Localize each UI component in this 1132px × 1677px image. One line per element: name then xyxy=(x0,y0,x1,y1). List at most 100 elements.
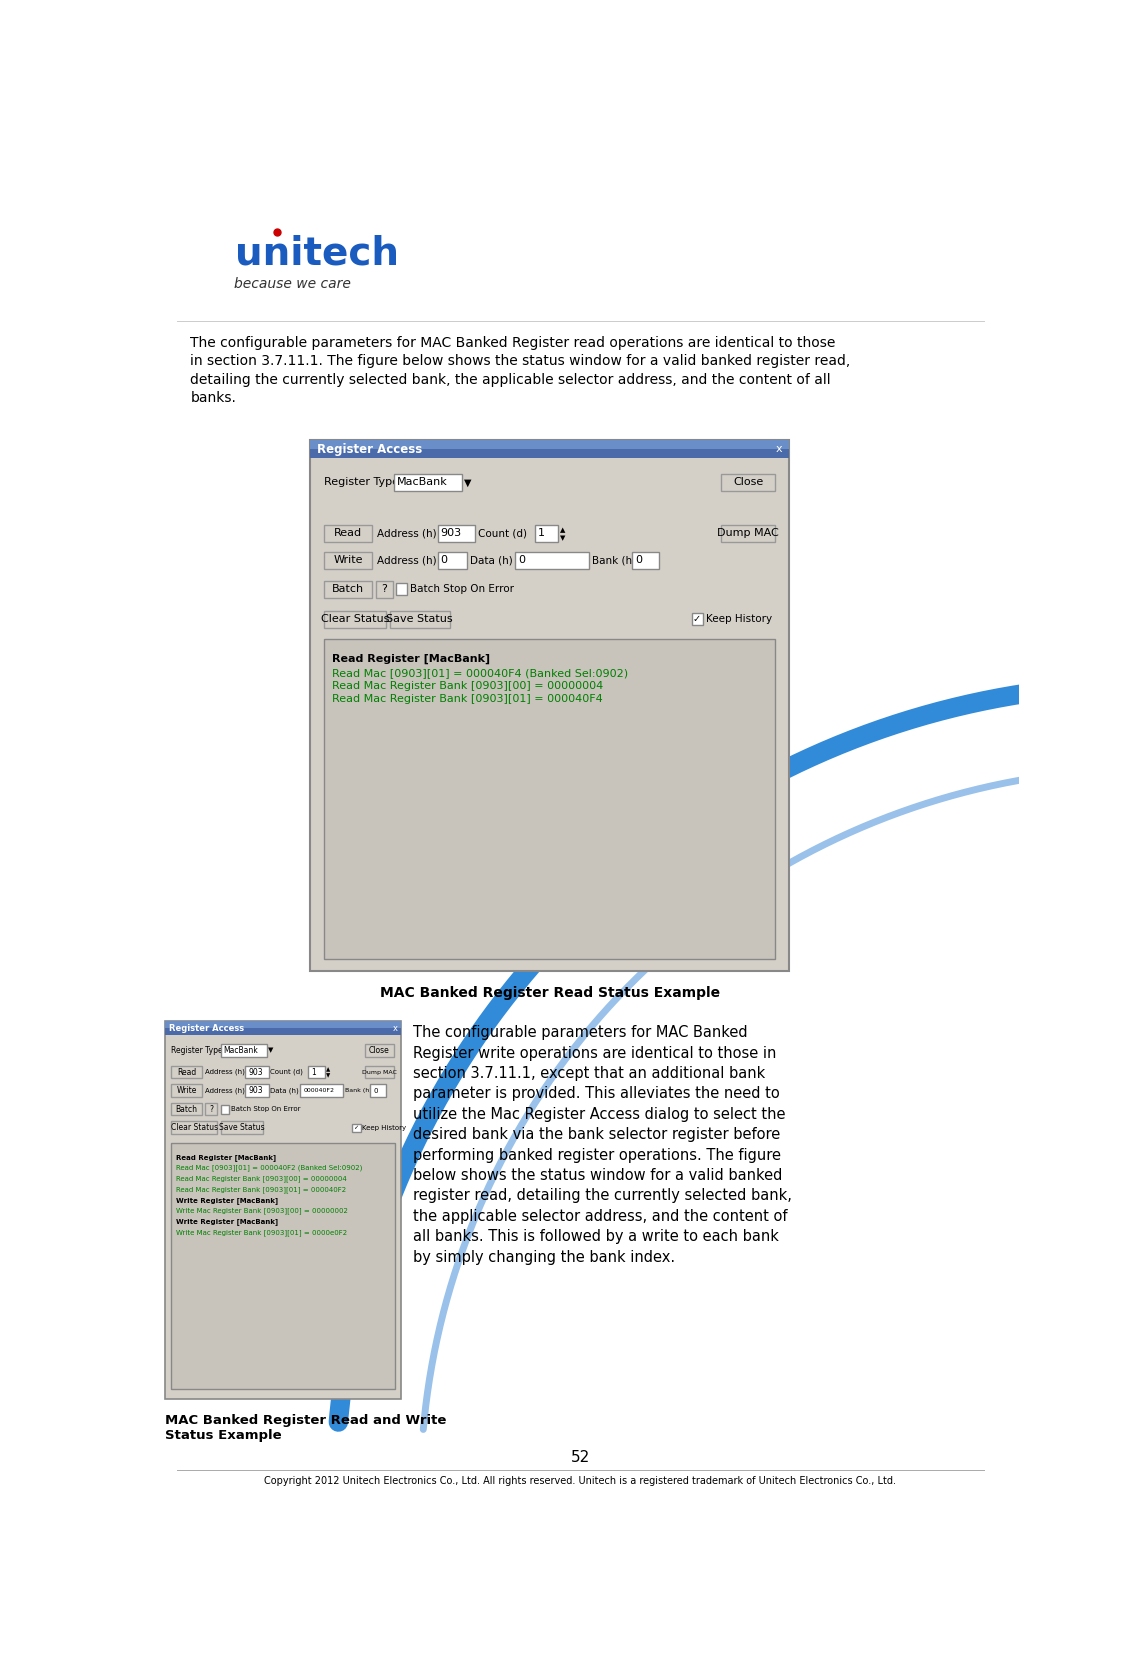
Text: Register Access: Register Access xyxy=(317,443,422,456)
Text: Read Mac Register Bank [0903][00] = 00000004: Read Mac Register Bank [0903][00] = 0000… xyxy=(175,1176,346,1182)
Text: Address (h): Address (h) xyxy=(377,555,437,565)
Text: Read Register [MacBank]: Read Register [MacBank] xyxy=(175,1154,276,1160)
FancyBboxPatch shape xyxy=(438,552,468,569)
Text: Read Register [MacBank]: Read Register [MacBank] xyxy=(332,654,490,664)
FancyBboxPatch shape xyxy=(370,1085,386,1097)
Text: Register Type: Register Type xyxy=(325,476,400,486)
Text: Save Status: Save Status xyxy=(220,1124,265,1132)
FancyBboxPatch shape xyxy=(221,1045,267,1057)
Text: Batch Stop On Error: Batch Stop On Error xyxy=(410,584,514,594)
Text: Address (h): Address (h) xyxy=(205,1087,245,1093)
Text: Status Example: Status Example xyxy=(165,1429,282,1442)
Text: ?: ? xyxy=(209,1105,213,1114)
FancyBboxPatch shape xyxy=(171,1122,217,1134)
Text: 903: 903 xyxy=(440,528,462,538)
Text: Bank (h): Bank (h) xyxy=(592,555,636,565)
Text: Register Access: Register Access xyxy=(170,1023,245,1033)
Text: 903: 903 xyxy=(248,1087,263,1095)
FancyBboxPatch shape xyxy=(376,580,393,597)
Text: Clear Status: Clear Status xyxy=(171,1124,217,1132)
FancyBboxPatch shape xyxy=(221,1122,263,1134)
FancyBboxPatch shape xyxy=(692,614,703,626)
Text: Batch: Batch xyxy=(175,1105,197,1114)
Text: MacBank: MacBank xyxy=(224,1046,258,1055)
Text: Read Mac [0903][01] = 000040F2 (Banked Sel:0902): Read Mac [0903][01] = 000040F2 (Banked S… xyxy=(175,1164,362,1171)
Text: Write: Write xyxy=(334,555,363,565)
Text: ▼: ▼ xyxy=(464,478,471,488)
FancyBboxPatch shape xyxy=(438,525,474,542)
Text: Save Status: Save Status xyxy=(386,614,453,624)
Text: MAC Banked Register Read Status Example: MAC Banked Register Read Status Example xyxy=(380,986,720,999)
Text: ▼: ▼ xyxy=(560,535,565,540)
Text: because we care: because we care xyxy=(234,277,351,292)
Text: The configurable parameters for MAC Banked Register read operations are identica: The configurable parameters for MAC Bank… xyxy=(190,335,850,406)
Text: 0: 0 xyxy=(518,555,525,565)
FancyBboxPatch shape xyxy=(246,1085,268,1097)
Text: Read Mac [0903][01] = 000040F4 (Banked Sel:0902): Read Mac [0903][01] = 000040F4 (Banked S… xyxy=(332,667,628,678)
FancyBboxPatch shape xyxy=(365,1067,394,1078)
FancyBboxPatch shape xyxy=(171,1085,201,1097)
FancyBboxPatch shape xyxy=(221,1105,229,1114)
Text: Write Register [MacBank]: Write Register [MacBank] xyxy=(175,1219,277,1226)
Text: Batch: Batch xyxy=(333,584,365,594)
FancyBboxPatch shape xyxy=(325,525,372,542)
Text: 52: 52 xyxy=(571,1451,590,1466)
Text: 0: 0 xyxy=(440,555,447,565)
Text: 0: 0 xyxy=(374,1088,378,1093)
FancyBboxPatch shape xyxy=(310,439,789,458)
Text: Data (h): Data (h) xyxy=(271,1087,299,1093)
FancyBboxPatch shape xyxy=(308,1067,325,1078)
FancyBboxPatch shape xyxy=(165,1021,401,1035)
Text: Dump MAC: Dump MAC xyxy=(718,528,779,538)
Text: Read: Read xyxy=(177,1068,196,1077)
Text: Read Mac Register Bank [0903][01] = 000040F2: Read Mac Register Bank [0903][01] = 0000… xyxy=(175,1186,345,1192)
FancyBboxPatch shape xyxy=(310,439,789,449)
Text: Keep History: Keep History xyxy=(705,614,772,624)
FancyBboxPatch shape xyxy=(205,1103,217,1115)
Text: x: x xyxy=(393,1023,397,1033)
Text: Address (h): Address (h) xyxy=(377,528,437,538)
Text: Count (d): Count (d) xyxy=(271,1068,303,1075)
Text: Bank (h): Bank (h) xyxy=(345,1088,372,1093)
FancyBboxPatch shape xyxy=(165,1021,401,1399)
Text: Write Mac Register Bank [0903][00] = 00000002: Write Mac Register Bank [0903][00] = 000… xyxy=(175,1207,348,1214)
Text: ▲: ▲ xyxy=(560,527,565,533)
Text: Write: Write xyxy=(177,1087,197,1095)
Text: Write Register [MacBank]: Write Register [MacBank] xyxy=(175,1197,277,1204)
FancyBboxPatch shape xyxy=(535,525,558,542)
FancyBboxPatch shape xyxy=(171,1103,201,1115)
Text: ▼: ▼ xyxy=(326,1073,331,1078)
FancyBboxPatch shape xyxy=(632,552,659,569)
Text: Close: Close xyxy=(369,1046,389,1055)
Text: Read: Read xyxy=(334,528,362,538)
Text: Register Type: Register Type xyxy=(171,1046,223,1055)
FancyBboxPatch shape xyxy=(325,580,372,597)
FancyBboxPatch shape xyxy=(325,610,386,627)
FancyBboxPatch shape xyxy=(300,1085,343,1097)
Text: 1: 1 xyxy=(539,528,546,538)
Text: Data (h): Data (h) xyxy=(470,555,513,565)
FancyBboxPatch shape xyxy=(310,439,789,971)
FancyBboxPatch shape xyxy=(325,552,372,569)
FancyBboxPatch shape xyxy=(396,584,408,595)
FancyBboxPatch shape xyxy=(721,525,775,542)
Text: 0: 0 xyxy=(635,555,642,565)
FancyBboxPatch shape xyxy=(165,1021,401,1028)
Text: ?: ? xyxy=(381,584,387,594)
Text: 903: 903 xyxy=(248,1068,263,1077)
Text: 1: 1 xyxy=(311,1068,316,1077)
Text: Clear Status: Clear Status xyxy=(321,614,389,624)
Text: The configurable parameters for MAC Banked
Register write operations are identic: The configurable parameters for MAC Bank… xyxy=(413,1025,791,1264)
Text: ▲: ▲ xyxy=(326,1067,331,1072)
FancyBboxPatch shape xyxy=(171,1144,395,1389)
Text: ▼: ▼ xyxy=(268,1048,273,1053)
FancyBboxPatch shape xyxy=(246,1067,268,1078)
Text: Dump MAC: Dump MAC xyxy=(362,1070,397,1075)
Text: Read Mac Register Bank [0903][00] = 00000004: Read Mac Register Bank [0903][00] = 0000… xyxy=(332,681,603,691)
Text: MAC Banked Register Read and Write: MAC Banked Register Read and Write xyxy=(165,1414,446,1427)
Text: x: x xyxy=(775,444,782,454)
Text: ✓: ✓ xyxy=(353,1125,359,1130)
Text: MacBank: MacBank xyxy=(397,478,448,488)
Text: Keep History: Keep History xyxy=(362,1125,406,1130)
Text: Count (d): Count (d) xyxy=(478,528,526,538)
